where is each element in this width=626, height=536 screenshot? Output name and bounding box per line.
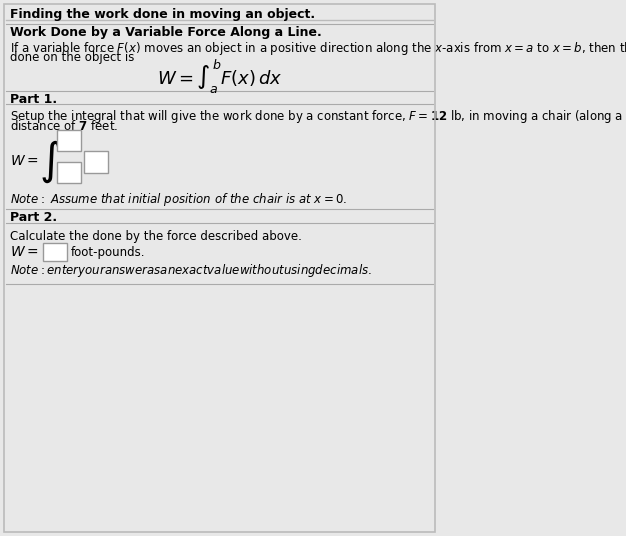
- Text: foot-pounds.: foot-pounds.: [70, 245, 145, 258]
- Text: done on the object is: done on the object is: [10, 51, 135, 64]
- Text: If a variable force $F(x)$ moves an object in a positive direction along the $x$: If a variable force $F(x)$ moves an obje…: [10, 40, 626, 57]
- Text: $\it{Note:}$ $\it{Assume}$ $\it{that}$ $\it{initial}$ $\it{position}$ $\it{of}$ : $\it{Note:}$ $\it{Assume}$ $\it{that}$ $…: [10, 191, 347, 209]
- FancyBboxPatch shape: [57, 162, 81, 183]
- Text: Part 1.: Part 1.: [10, 93, 57, 106]
- Text: Calculate the done by the force described above.: Calculate the done by the force describe…: [10, 229, 302, 242]
- Text: distance of $\mathbf{7}$ feet.: distance of $\mathbf{7}$ feet.: [10, 118, 118, 132]
- Text: $W =$: $W =$: [10, 154, 39, 168]
- Text: Finding the work done in moving an object.: Finding the work done in moving an objec…: [10, 8, 316, 21]
- Text: $\it{Note: enter your answer as an exact value without using decimals.}$: $\it{Note: enter your answer as an exact…: [10, 262, 372, 279]
- FancyBboxPatch shape: [43, 243, 67, 260]
- Text: $\int$: $\int$: [39, 138, 61, 184]
- FancyBboxPatch shape: [85, 151, 108, 173]
- Text: Part 2.: Part 2.: [10, 211, 57, 225]
- Text: $W = \int_{a}^{b} F(x)\, dx$: $W = \int_{a}^{b} F(x)\, dx$: [156, 58, 282, 96]
- Text: $W =$: $W =$: [10, 245, 39, 259]
- Text: Work Done by a Variable Force Along a Line.: Work Done by a Variable Force Along a Li…: [10, 26, 322, 39]
- Text: Setup the integral that will give the work done by a constant force, $F = \mathb: Setup the integral that will give the wo…: [10, 108, 626, 125]
- FancyBboxPatch shape: [57, 130, 81, 151]
